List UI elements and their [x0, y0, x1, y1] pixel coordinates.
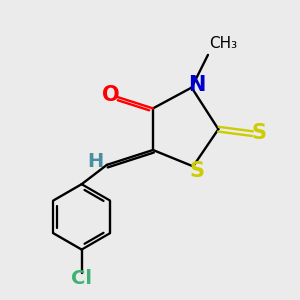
Text: O: O	[102, 85, 119, 105]
Text: CH₃: CH₃	[209, 36, 238, 51]
Text: N: N	[188, 75, 206, 95]
Text: H: H	[88, 152, 104, 171]
Text: S: S	[190, 161, 205, 181]
Text: S: S	[252, 123, 267, 143]
Text: Cl: Cl	[71, 269, 92, 288]
